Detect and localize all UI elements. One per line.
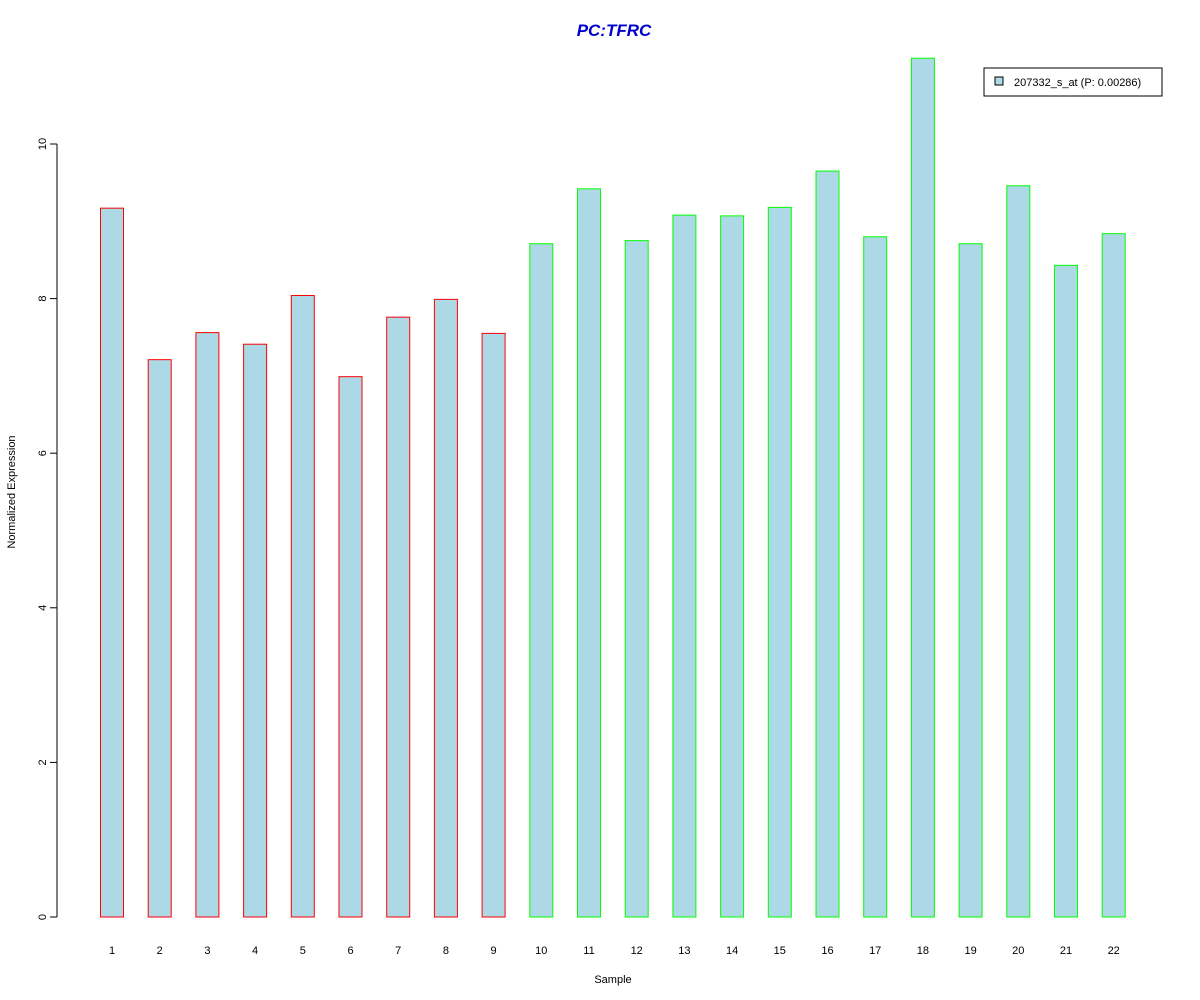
bar-sample-22 [1101, 233, 1126, 918]
x-tick-label: 11 [583, 945, 594, 957]
legend-label: 207332_s_at (P: 0.00286) [1014, 77, 1141, 89]
x-tick-label: 16 [821, 945, 833, 957]
bar-sample-21 [1054, 264, 1078, 918]
x-tick-label: 8 [443, 945, 449, 957]
bars [100, 57, 1126, 918]
x-tick-label: 9 [491, 945, 497, 957]
y-axis-label: Normalized Expression [6, 435, 18, 548]
y-tick-label: 2 [37, 759, 49, 765]
x-tick-label: 5 [300, 945, 306, 957]
bar-sample-19 [958, 243, 983, 918]
bar-sample-16 [815, 170, 840, 918]
x-tick-labels: 1 2 3 4 5 6 7 8 9 10 11 12 13 14 15 16 17 18 19 20 21 22 [109, 945, 1120, 957]
x-tick-label: 18 [917, 945, 929, 957]
bar-sample-2 [147, 359, 172, 918]
y-tick-label: 8 [37, 296, 49, 302]
x-tick-label: 21 [1060, 945, 1072, 957]
x-tick-label: 20 [1012, 945, 1024, 957]
x-tick-label: 14 [726, 945, 738, 957]
x-tick-label: 1 [109, 945, 115, 957]
y-axis: 0 2 4 6 8 10 [37, 138, 58, 920]
x-tick-label: 19 [964, 945, 976, 957]
x-tick-label: 2 [157, 945, 163, 957]
bar-sample-13 [672, 214, 697, 918]
x-tick-label: 10 [535, 945, 547, 957]
bar-sample-15 [767, 206, 792, 918]
bar-sample-18 [910, 57, 935, 918]
bar-sample-20 [1006, 185, 1031, 918]
y-tick-label: 4 [37, 605, 49, 611]
y-tick-label: 6 [37, 450, 49, 456]
bar-sample-10 [529, 243, 554, 918]
bar-sample-9 [481, 332, 506, 918]
x-axis-label: Sample [594, 974, 631, 986]
legend: 207332_s_at (P: 0.00286) [983, 67, 1163, 97]
chart-title: PC:TFRC [577, 21, 652, 40]
bar-sample-4 [243, 343, 268, 918]
y-tick-label: 10 [37, 138, 49, 150]
bar-sample-12 [624, 240, 649, 918]
bar-sample-7 [386, 316, 411, 918]
x-tick-label: 17 [869, 945, 881, 957]
x-tick-label: 13 [678, 945, 690, 957]
x-tick-label: 4 [252, 945, 258, 957]
legend-swatch [994, 76, 1004, 86]
bar-sample-8 [433, 298, 458, 918]
bar-sample-6 [338, 376, 363, 918]
x-tick-label: 6 [347, 945, 353, 957]
x-tick-label: 15 [774, 945, 786, 957]
bar-sample-5 [290, 295, 315, 918]
bar-sample-3 [195, 332, 220, 918]
x-tick-label: 3 [204, 945, 210, 957]
bar-sample-14 [720, 215, 745, 918]
x-tick-label: 12 [631, 945, 643, 957]
legend-box [983, 67, 1163, 97]
bar-sample-11 [577, 188, 601, 918]
bar-sample-17 [863, 236, 888, 918]
x-tick-label: 7 [395, 945, 401, 957]
y-tick-label: 0 [37, 914, 49, 920]
bar-sample-1 [100, 207, 124, 918]
x-tick-label: 22 [1108, 945, 1120, 957]
